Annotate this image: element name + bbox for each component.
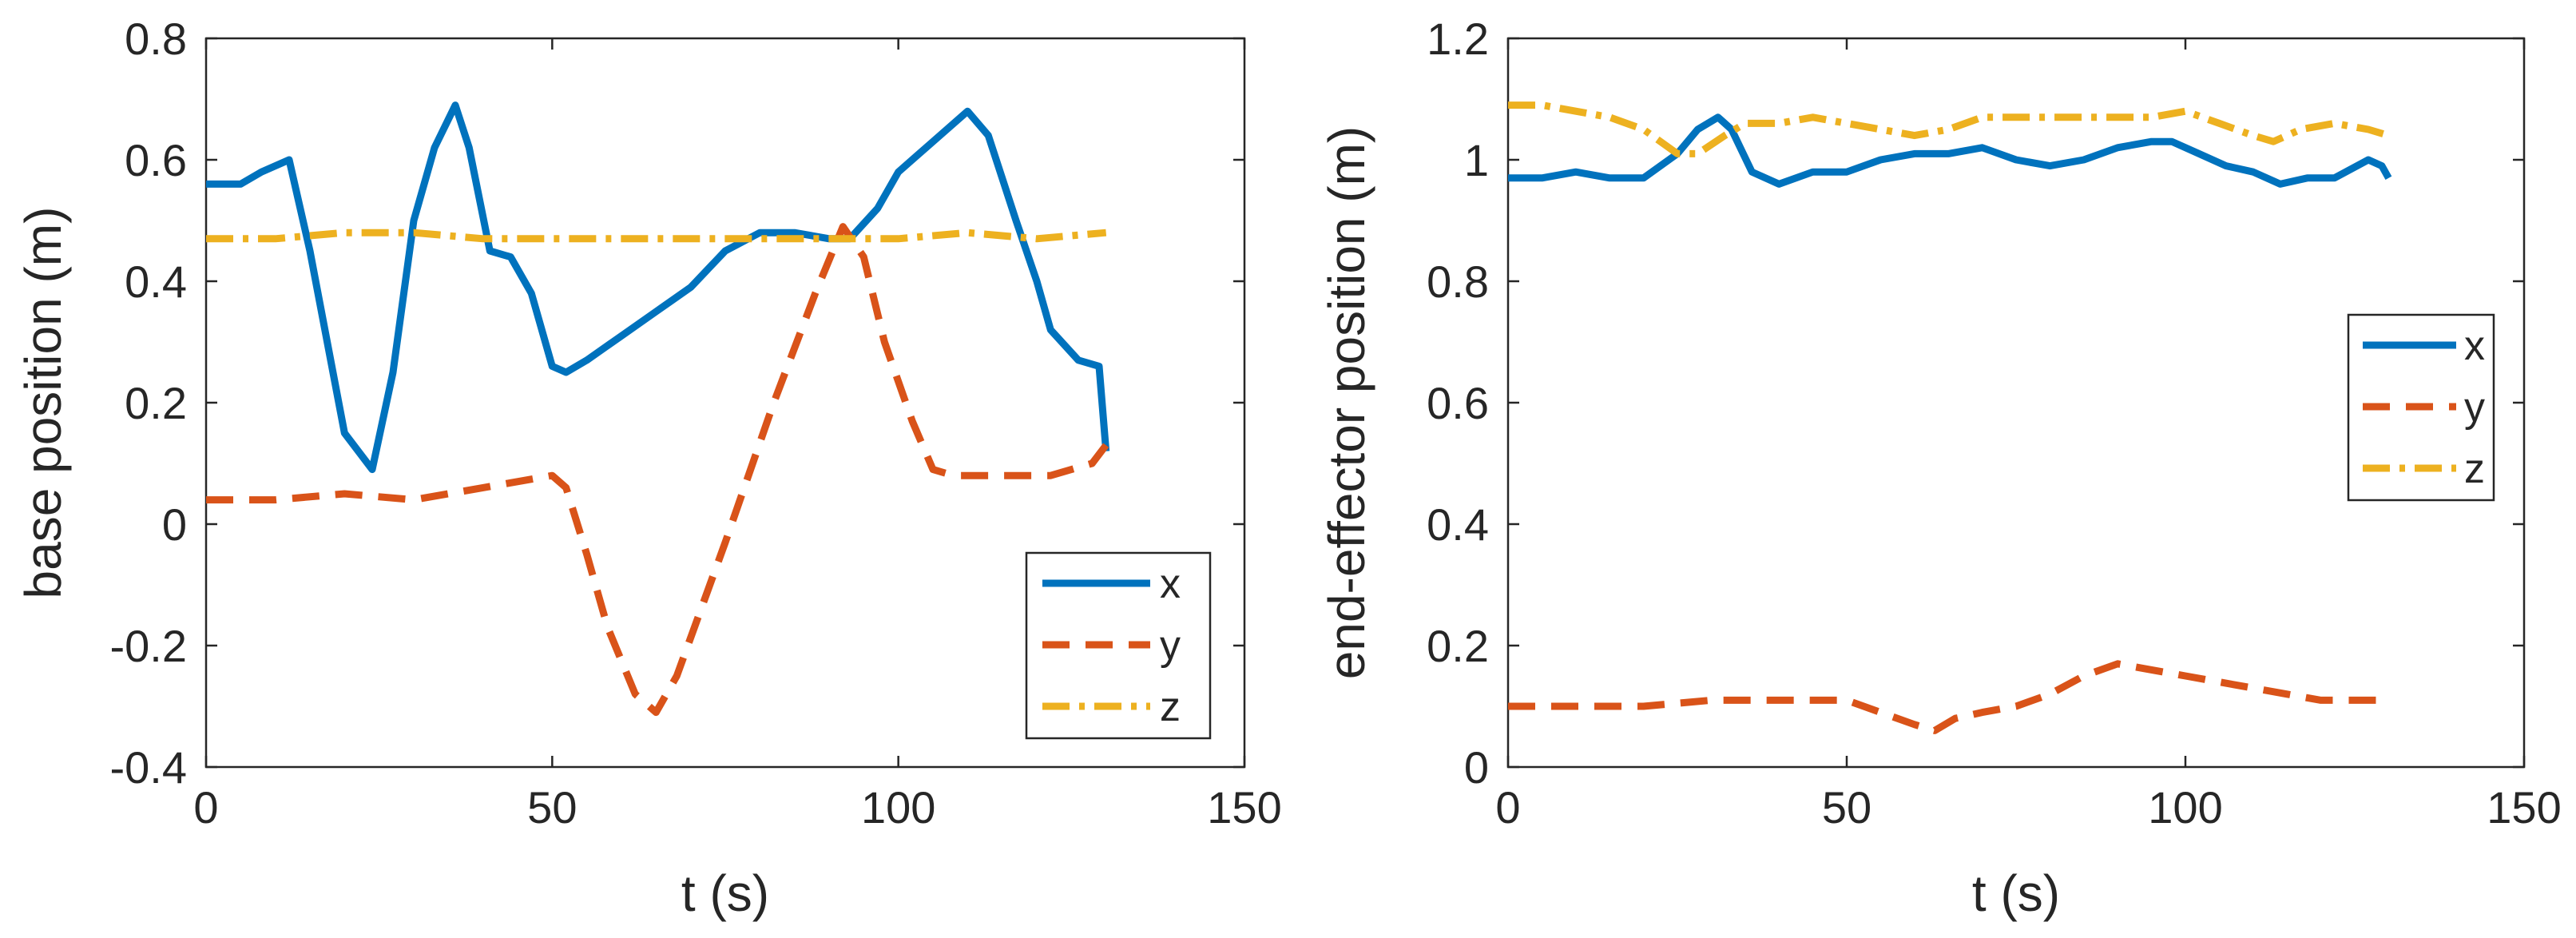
axis-ticks <box>1506 37 2526 769</box>
y-tick-label: 0.4 <box>125 256 187 307</box>
x-tick-label: 150 <box>2487 782 2561 833</box>
axis-ticks <box>204 37 1246 769</box>
y-tick-label: 0 <box>1464 742 1489 793</box>
x-tick-label: 100 <box>2148 782 2222 833</box>
series-line-x <box>1508 113 2392 188</box>
y-tick-label: -0.4 <box>110 742 188 793</box>
x-tick-label: 50 <box>527 782 577 833</box>
legend-label-y: y <box>2464 384 2485 431</box>
legend-label-x: x <box>1160 561 1181 607</box>
x-tick-label: 0 <box>193 782 218 833</box>
y-tick-label: 0.6 <box>1427 378 1489 428</box>
series-line-y <box>206 223 1109 717</box>
series-line-y <box>1508 660 2389 734</box>
chart-base-position: 0 50 100 150 -0.4 -0.2 0 0.2 0.4 0.6 0.8 t (s) bas… <box>14 14 1282 922</box>
series-group <box>206 101 1110 717</box>
x-axis-title: t (s) <box>681 864 769 922</box>
chart-end-effector-position: 0 50 100 150 0 0.2 0.4 0.6 0.8 1 1.2 t (s) end-eff… <box>1318 14 2562 922</box>
legend: xyz <box>1025 551 1212 740</box>
y-tick-label: 0 <box>162 499 187 550</box>
y-tick-label: 0.6 <box>125 135 187 185</box>
tick-labels: 0 50 100 150 -0.4 -0.2 0 0.2 0.4 0.6 0.8 <box>110 14 1282 833</box>
y-tick-label: 0.2 <box>1427 621 1489 671</box>
y-tick-label: 0.4 <box>1427 499 1489 550</box>
legend-label-x: x <box>2464 323 2485 369</box>
series-line-z <box>1508 101 2390 157</box>
y-tick-label: 0.8 <box>125 14 187 64</box>
y-tick-label: 0.2 <box>125 378 187 428</box>
legend-label-z: z <box>1160 684 1181 730</box>
y-tick-label: -0.2 <box>110 621 188 671</box>
y-tick-label: 1 <box>1464 135 1489 185</box>
tick-labels: 0 50 100 150 0 0.2 0.4 0.6 0.8 1 1.2 <box>1427 14 2562 833</box>
y-tick-label: 1.2 <box>1427 14 1489 64</box>
x-tick-label: 50 <box>1822 782 1871 833</box>
legend-label-y: y <box>1160 622 1181 669</box>
y-tick-label: 0.8 <box>1427 256 1489 307</box>
x-tick-label: 0 <box>1495 782 1520 833</box>
y-axis-title: end-effector position (m) <box>1318 126 1375 679</box>
series-group <box>1508 101 2392 734</box>
legend-label-z: z <box>2464 446 2485 492</box>
x-tick-label: 100 <box>861 782 935 833</box>
x-axis-title: t (s) <box>1972 864 2060 922</box>
legend: xyz <box>2347 313 2495 502</box>
x-tick-label: 150 <box>1207 782 1281 833</box>
series-line-x <box>206 101 1110 474</box>
series-line-z <box>206 229 1107 243</box>
y-axis-title: base position (m) <box>14 207 72 599</box>
